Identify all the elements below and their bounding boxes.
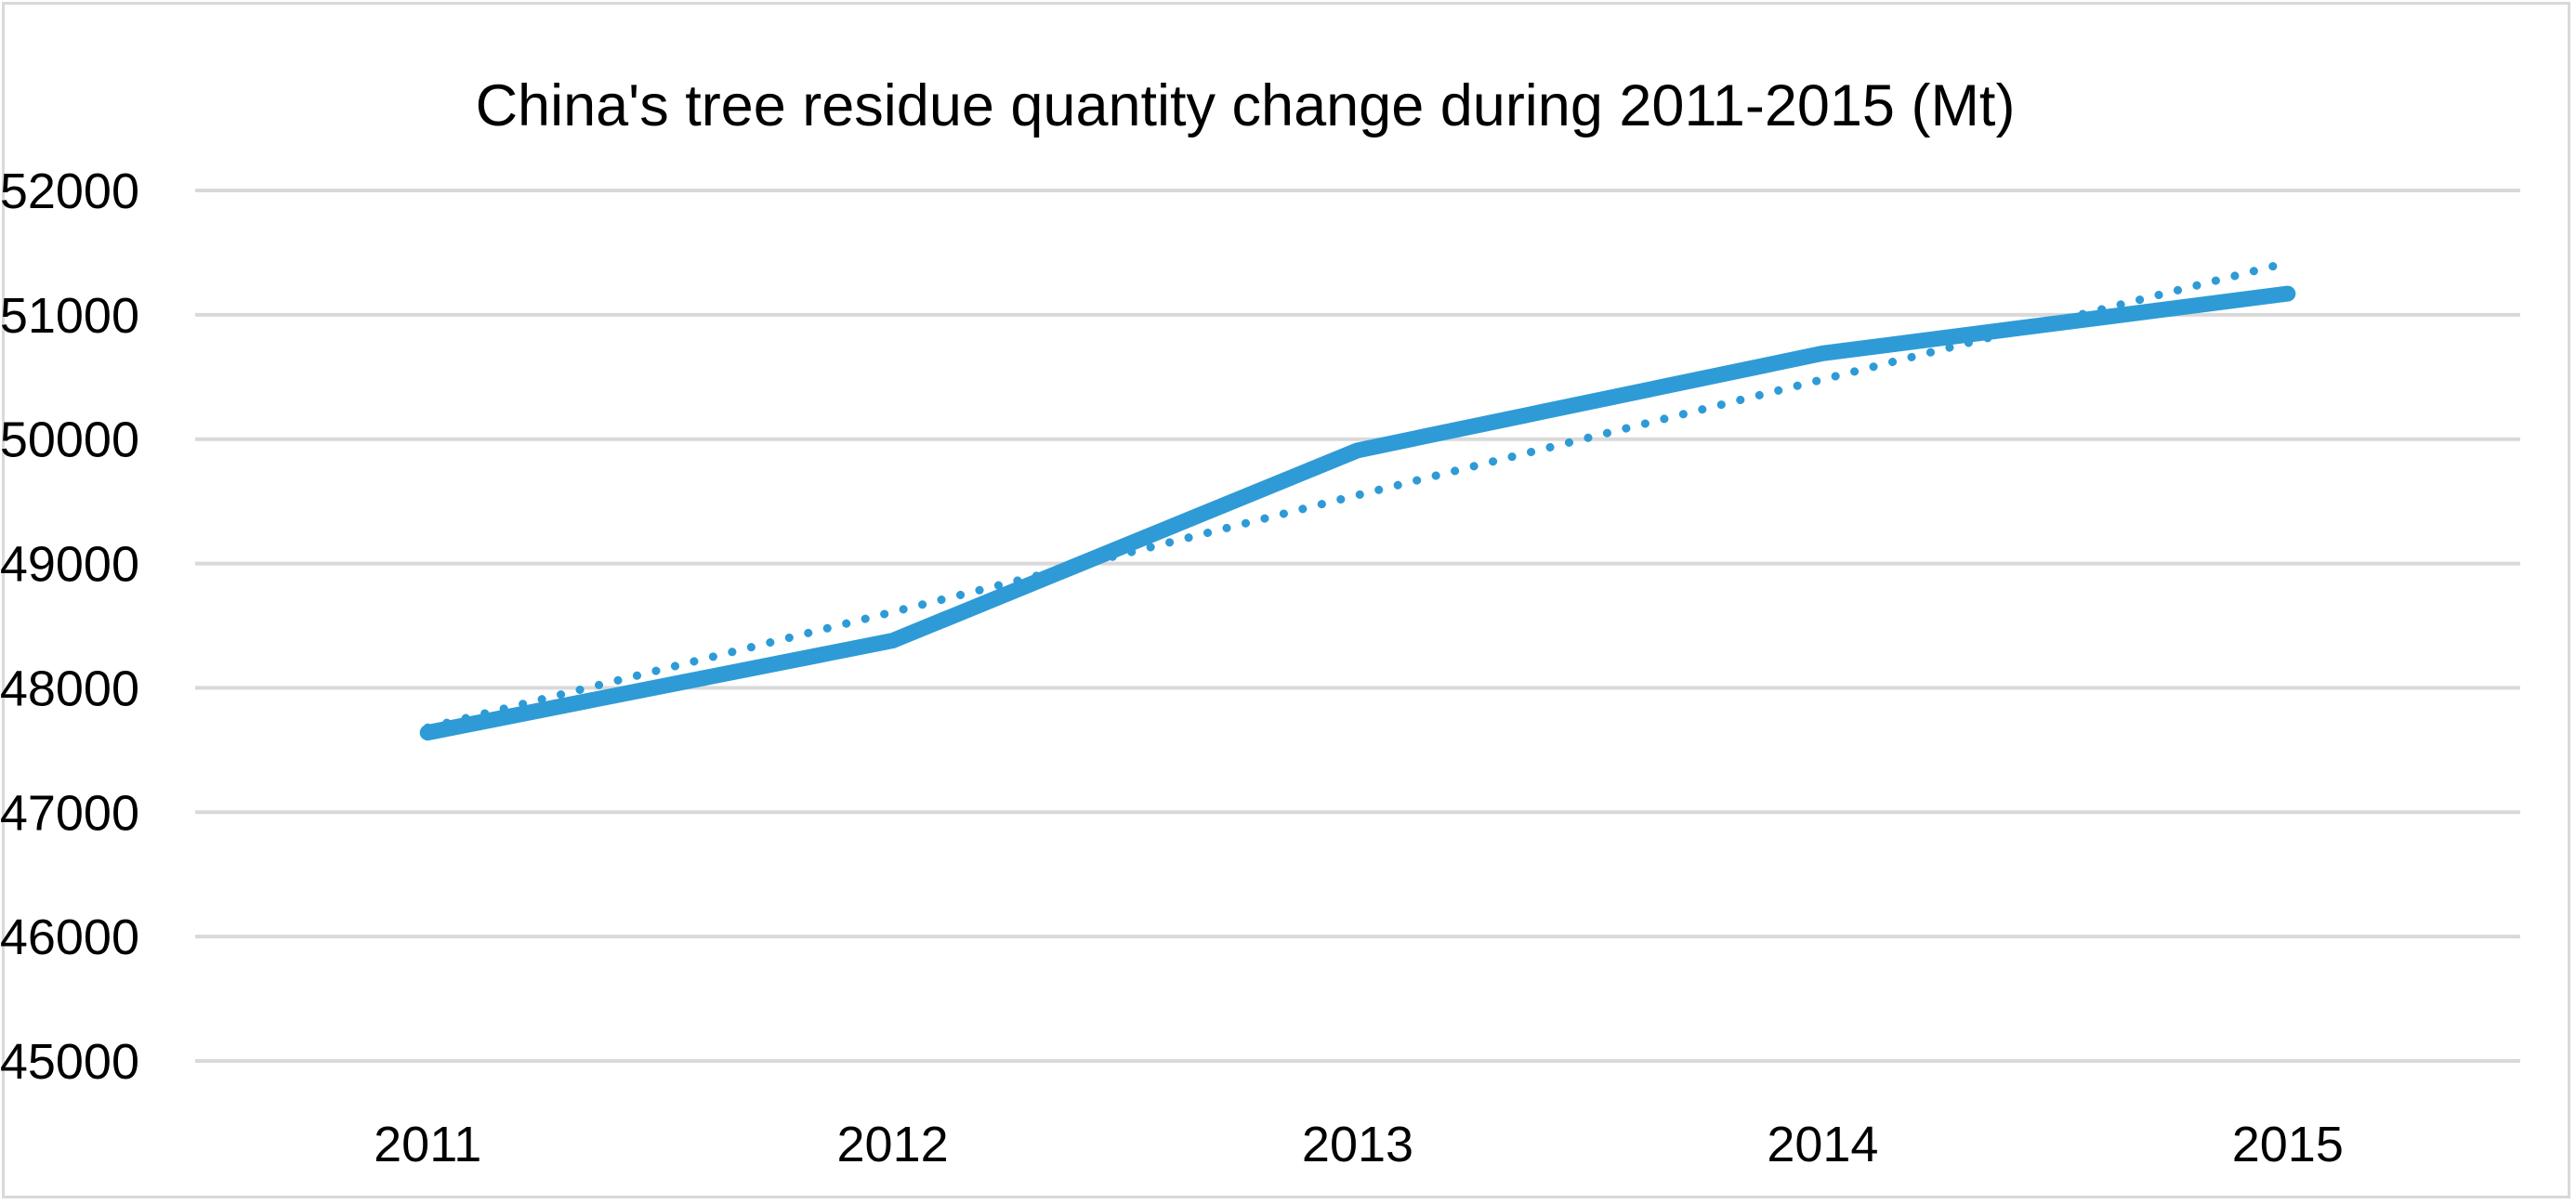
main-data-series (419, 285, 2296, 741)
gridlines (195, 189, 2520, 1063)
x-tick-label: 2011 (374, 1117, 481, 1172)
x-tick-label: 2014 (1767, 1117, 1878, 1172)
x-tick-label: 2013 (1302, 1117, 1413, 1172)
y-tick-label: 45000 (0, 1034, 139, 1090)
data-point-2011 (427, 731, 429, 734)
x-tick-label: 2012 (837, 1117, 949, 1172)
y-tick-label: 49000 (0, 537, 139, 593)
trendline-series (423, 258, 2293, 732)
y-tick-label: 52000 (0, 164, 139, 219)
y-tick-label: 51000 (0, 288, 139, 344)
x-axis-tick-labels: 2011 2012 2013 2014 2015 (374, 1117, 2344, 1172)
y-tick-label: 46000 (0, 910, 139, 965)
y-tick-label: 48000 (0, 661, 139, 716)
series-line (419, 285, 2296, 741)
y-tick-label: 47000 (0, 785, 139, 841)
y-axis-tick-labels: 45000 46000 47000 48000 49000 50000 51000 52000 (0, 164, 139, 1090)
data-point-2013 (1357, 449, 1359, 452)
data-point-2015 (2286, 293, 2289, 295)
chart-title: China's tree residue quantity change dur… (476, 73, 2016, 138)
data-point-2014 (1821, 352, 1824, 355)
x-tick-label: 2015 (2232, 1117, 2344, 1172)
data-series (419, 258, 2296, 741)
data-point-2012 (891, 639, 894, 642)
trend-line (423, 258, 2293, 732)
y-tick-label: 50000 (0, 412, 139, 468)
